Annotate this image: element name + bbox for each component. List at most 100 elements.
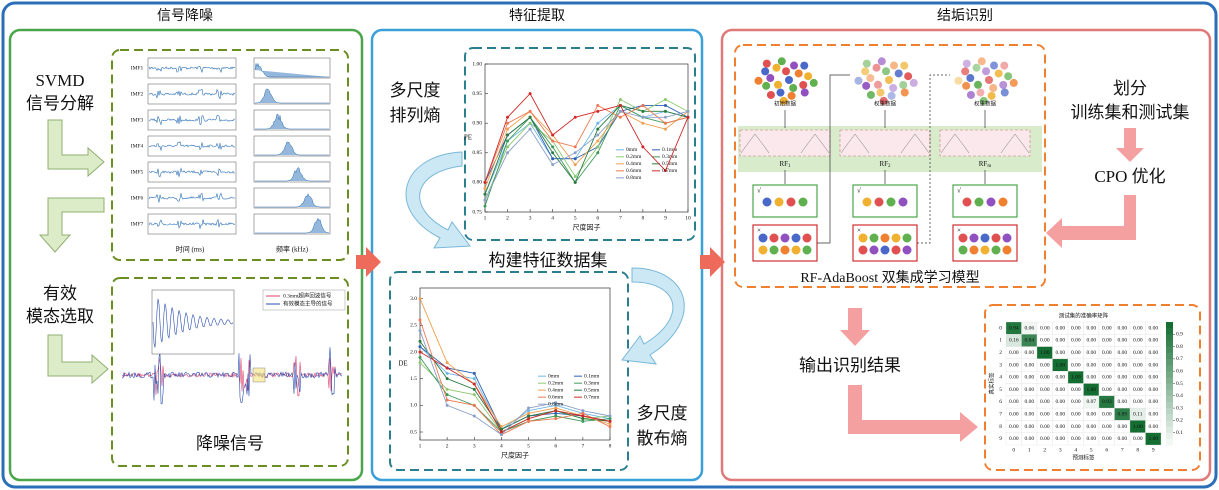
x-tick-label: 6	[554, 443, 557, 449]
class-dot	[775, 198, 784, 207]
legend-text: 0.2mm	[626, 154, 642, 160]
data-dot	[785, 76, 793, 84]
class-dot	[970, 234, 979, 243]
y-tick-label: 0.80	[472, 180, 482, 186]
point	[484, 205, 487, 208]
data-dot	[982, 67, 990, 75]
cell-label: 0.00	[1133, 387, 1143, 393]
point	[484, 187, 487, 190]
x-tick-label: 3	[529, 215, 532, 221]
cell-label: 0.00	[1009, 387, 1019, 393]
x-tick-label: 1	[419, 443, 422, 449]
wrong-box	[953, 225, 1017, 261]
point	[529, 122, 532, 125]
arrow	[840, 308, 870, 346]
data-dot	[904, 72, 912, 80]
point	[596, 134, 599, 137]
point	[664, 110, 667, 113]
data-dot	[862, 82, 870, 90]
cell-label: 1.00	[1055, 362, 1065, 368]
cell-label: 0.00	[1133, 375, 1143, 381]
tree-box	[840, 130, 930, 156]
cell-label: 0.00	[1071, 412, 1081, 418]
y-axis-label: 真实标签	[987, 372, 995, 395]
cell-label: 0.00	[1024, 424, 1034, 430]
colorbar-segment	[1166, 396, 1173, 403]
cell-label: 0.11	[1133, 412, 1143, 418]
point	[473, 377, 476, 380]
point	[506, 122, 509, 125]
cell-label: 0.00	[1055, 387, 1065, 393]
point	[664, 104, 667, 107]
classifier-name: RF	[979, 160, 988, 168]
class-dot	[875, 198, 884, 207]
method-label: 排列熵	[390, 106, 441, 125]
y-tick-label: 1.5	[410, 376, 417, 382]
cell-label: 0.00	[1102, 362, 1112, 368]
class-dot	[759, 246, 768, 255]
y-tick-label: 1.00	[472, 61, 482, 67]
step-label: 模态选取	[26, 307, 94, 326]
curved-arrow	[406, 152, 470, 248]
colorbar-segment	[1166, 365, 1173, 372]
point	[596, 110, 599, 113]
y-tick-label: 2.5	[410, 323, 417, 329]
point	[641, 145, 644, 148]
data-dot	[901, 88, 909, 96]
x-tick-label: 6	[1105, 447, 1108, 453]
point	[551, 163, 554, 166]
point	[506, 139, 509, 142]
class-dot	[970, 246, 979, 255]
correct-mark: √	[757, 187, 761, 195]
point	[664, 116, 667, 119]
inset-frame	[152, 290, 234, 354]
x-tick-label: 3	[1059, 447, 1062, 453]
cell-label: 1.00	[1040, 350, 1050, 356]
point	[609, 415, 612, 418]
class-dot	[1003, 246, 1012, 255]
cell-label: 0.00	[1086, 375, 1096, 381]
class-dot	[892, 246, 901, 255]
data-dot	[810, 79, 818, 87]
colorbar-label: 0.6	[1176, 368, 1183, 374]
class-dot	[870, 234, 879, 243]
y-tick-label: 1.0	[410, 403, 417, 409]
point	[574, 116, 577, 119]
point	[664, 128, 667, 131]
data-dot	[755, 77, 763, 85]
cell-label: 0.00	[1102, 350, 1112, 356]
class-dot	[987, 198, 996, 207]
point	[609, 425, 612, 428]
cell-label: 0.00	[1102, 325, 1112, 331]
point	[596, 139, 599, 142]
cell-label: 0.00	[1009, 424, 1019, 430]
point	[581, 409, 584, 412]
data-dot	[776, 89, 784, 97]
y-tick-label: 0.95	[472, 91, 482, 97]
point	[419, 361, 422, 364]
data-dot	[788, 92, 796, 100]
correct-box	[753, 185, 817, 217]
y-tick-label: 2.0	[410, 349, 417, 355]
cell-label: 0.00	[1071, 362, 1081, 368]
point	[554, 415, 557, 418]
x-tick-label: 9	[664, 215, 667, 221]
class-dot	[859, 234, 868, 243]
cell-label: 0.00	[1009, 375, 1019, 381]
colorbar-segment	[1166, 433, 1173, 440]
point	[484, 193, 487, 196]
point	[529, 110, 532, 113]
data-dot	[863, 60, 871, 68]
wrong-box	[853, 225, 917, 261]
data-dot	[789, 84, 797, 92]
correct-box	[853, 185, 917, 217]
point	[581, 415, 584, 418]
data-dot	[966, 74, 974, 82]
cell-label: 0.00	[1040, 375, 1050, 381]
point	[473, 415, 476, 418]
x-tick-label: 5	[574, 215, 577, 221]
point	[529, 128, 532, 131]
cell-label: 0.00	[1040, 325, 1050, 331]
cell-label: 0.00	[1102, 338, 1112, 344]
point	[446, 367, 449, 370]
